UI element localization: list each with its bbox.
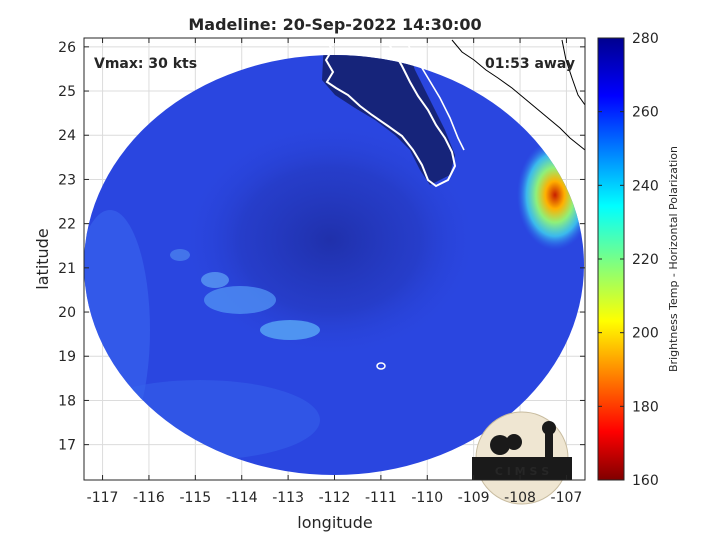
rain-band-4 — [170, 249, 190, 261]
x-tick-label: -115 — [179, 490, 211, 506]
x-tick-label: -107 — [551, 490, 583, 506]
y-tick-label: 18 — [58, 393, 76, 409]
colorbar-tick-label: 180 — [632, 399, 659, 415]
x-tick-label: -113 — [272, 490, 304, 506]
mainland-outline-2 — [561, 39, 585, 106]
island — [376, 362, 386, 370]
y-tick-label: 19 — [58, 349, 76, 365]
x-tick-label: -111 — [365, 490, 397, 506]
rain-band-2 — [260, 320, 320, 340]
y-tick-label: 20 — [58, 305, 76, 321]
colorbar-tick-label: 240 — [632, 178, 659, 194]
x-axis-label: longitude — [297, 513, 372, 532]
colorbar-tick-label: 260 — [632, 105, 659, 121]
y-tick-label: 26 — [58, 40, 76, 56]
axis-ticks: -117 -116 -115 -114 -113 -112 -111 -110 -109 -108… — [58, 38, 585, 506]
colorbar-tick-label: 200 — [632, 326, 659, 342]
y-tick-label: 23 — [58, 172, 76, 188]
colorbar — [597, 37, 625, 481]
mainland-outline — [451, 39, 585, 151]
x-tick-label: -108 — [504, 490, 536, 506]
x-tick-label: -110 — [411, 490, 443, 506]
y-tick-label: 25 — [58, 84, 76, 100]
away-annotation: 01:53 away — [485, 56, 575, 72]
baja-land — [322, 55, 455, 185]
x-tick-label: -117 — [87, 490, 119, 506]
y-tick-label: 22 — [58, 217, 76, 233]
x-tick-label: -112 — [319, 490, 351, 506]
vmax-annotation: Vmax: 30 kts — [94, 56, 197, 72]
logo-text: C I M S S — [495, 465, 549, 478]
rain-band-3 — [201, 272, 229, 288]
cimss-logo: C I M S S — [472, 411, 572, 505]
colorbar-tick-label: 160 — [632, 473, 659, 489]
y-tick-label: 21 — [58, 261, 76, 277]
x-tick-label: -114 — [226, 490, 258, 506]
chart-title: Madeline: 20-Sep-2022 14:30:00 — [188, 15, 481, 34]
gulf-coastline — [404, 39, 465, 151]
x-tick-label: -116 — [133, 490, 165, 506]
rain-band-1 — [204, 286, 276, 314]
y-tick-label: 17 — [58, 438, 76, 454]
colorbar-label: Brightness Temp - Horizontal Polarizatio… — [667, 146, 680, 372]
y-axis-label: latitude — [33, 228, 52, 289]
colorbar-ticks: 160 180 200 220 240 260 280 — [598, 31, 659, 489]
y-tick-label: 24 — [58, 128, 76, 144]
colorbar-tick-label: 280 — [632, 31, 659, 47]
swath-layer — [84, 39, 585, 475]
baja-coastline — [324, 39, 457, 188]
x-tick-label: -109 — [458, 490, 490, 506]
colorbar-tick-label: 220 — [632, 252, 659, 268]
